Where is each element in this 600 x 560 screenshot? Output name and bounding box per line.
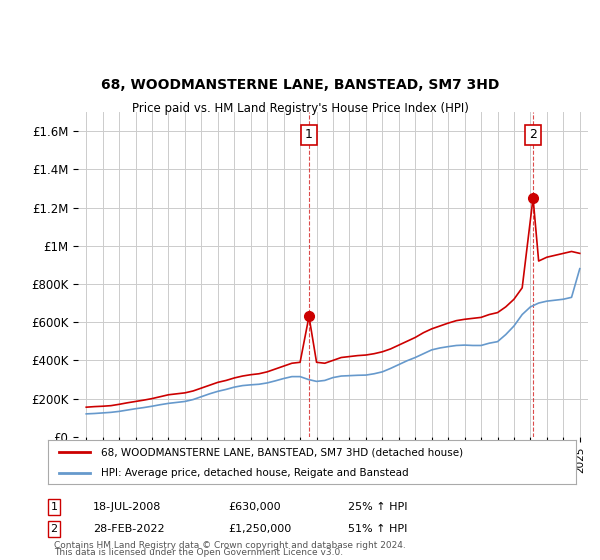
- Text: Contains HM Land Registry data © Crown copyright and database right 2024.: Contains HM Land Registry data © Crown c…: [54, 541, 406, 550]
- Text: £1,250,000: £1,250,000: [228, 524, 291, 534]
- Text: 18-JUL-2008: 18-JUL-2008: [93, 502, 161, 512]
- Text: Price paid vs. HM Land Registry's House Price Index (HPI): Price paid vs. HM Land Registry's House …: [131, 102, 469, 115]
- Text: £630,000: £630,000: [228, 502, 281, 512]
- Text: 2: 2: [50, 524, 58, 534]
- Text: This data is licensed under the Open Government Licence v3.0.: This data is licensed under the Open Gov…: [54, 548, 343, 557]
- Text: 28-FEB-2022: 28-FEB-2022: [93, 524, 164, 534]
- Text: 68, WOODMANSTERNE LANE, BANSTEAD, SM7 3HD (detached house): 68, WOODMANSTERNE LANE, BANSTEAD, SM7 3H…: [101, 447, 463, 457]
- Text: 25% ↑ HPI: 25% ↑ HPI: [348, 502, 407, 512]
- Text: 1: 1: [50, 502, 58, 512]
- Text: HPI: Average price, detached house, Reigate and Banstead: HPI: Average price, detached house, Reig…: [101, 468, 409, 478]
- Text: 1: 1: [305, 128, 313, 142]
- Text: 51% ↑ HPI: 51% ↑ HPI: [348, 524, 407, 534]
- Text: 2: 2: [529, 128, 537, 142]
- Text: 68, WOODMANSTERNE LANE, BANSTEAD, SM7 3HD: 68, WOODMANSTERNE LANE, BANSTEAD, SM7 3H…: [101, 78, 499, 92]
